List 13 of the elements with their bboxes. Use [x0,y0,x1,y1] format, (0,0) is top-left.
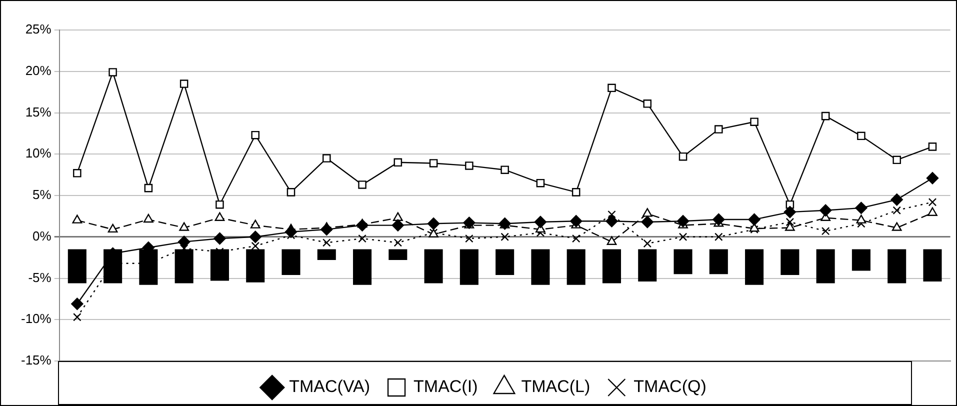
y-tick-label: 10% [25,146,52,161]
y-tick-label: -5% [28,270,52,285]
y-tick-label: 20% [25,62,52,78]
legend-label: TMAC(L) [521,377,590,396]
y-tick-label: -10% [20,311,52,326]
y-tick-label: 5% [32,187,52,202]
y-tick-label: 15% [25,104,52,120]
legend-label: TMAC(VA) [289,377,370,396]
y-tick-label: -15% [20,352,52,368]
legend-label: TMAC(Q) [634,377,706,396]
legend-label: TMAC(I) [414,377,478,396]
y-tick-label: 0% [32,228,52,244]
y-tick-label: 25% [25,22,52,37]
